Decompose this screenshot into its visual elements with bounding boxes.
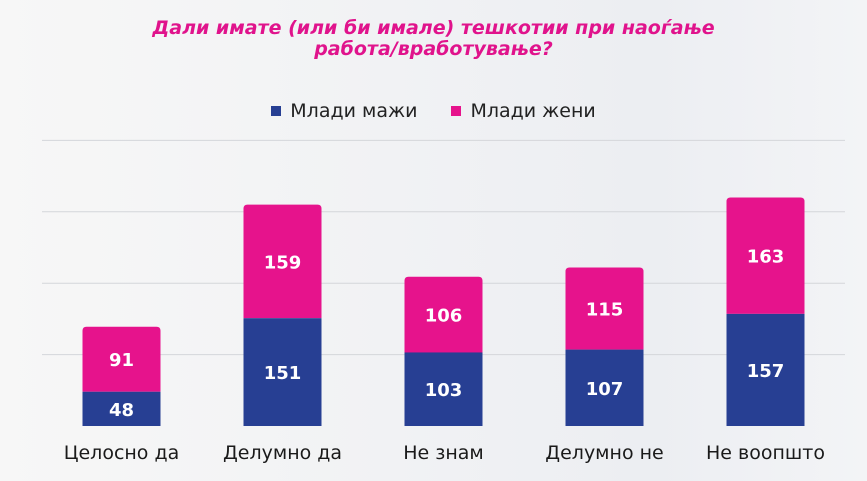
legend-item-women: Млади жени xyxy=(451,100,596,122)
data-label-women: 159 xyxy=(264,252,302,273)
data-label-women: 163 xyxy=(747,247,785,268)
bar-women xyxy=(565,267,644,350)
data-label-women: 91 xyxy=(109,350,134,371)
category-label: Целосно да xyxy=(64,442,180,464)
chart-title-line-2: работа/вработување? xyxy=(314,38,553,60)
category-label: Делумно да xyxy=(223,442,342,464)
bar-women xyxy=(243,204,322,319)
chart-legend: Млади мажи Млади жени xyxy=(0,100,867,122)
chart-title-line-1: Дали имате (или би имале) тешкотии при н… xyxy=(152,17,715,39)
data-label-women: 115 xyxy=(586,300,624,321)
bar-women xyxy=(726,197,805,314)
category-label: Не воопшто xyxy=(706,442,825,464)
category-label: Делумно не xyxy=(545,442,663,464)
legend-label-women: Млади жени xyxy=(470,100,596,122)
data-label-men: 151 xyxy=(264,363,302,384)
bar-men xyxy=(82,391,161,426)
category-label: Не знам xyxy=(403,442,484,464)
data-label-men: 48 xyxy=(109,400,134,421)
bar-women xyxy=(82,326,161,392)
bar-men xyxy=(243,318,322,426)
data-label-men: 157 xyxy=(747,361,785,382)
legend-swatch-women xyxy=(451,106,462,116)
legend-item-men: Млади мажи xyxy=(271,100,417,122)
bar-men xyxy=(726,313,805,426)
bar-men xyxy=(404,352,483,426)
bar-men xyxy=(565,349,644,426)
data-label-men: 107 xyxy=(586,379,624,400)
legend-swatch-men xyxy=(271,106,282,116)
data-label-women: 106 xyxy=(425,306,463,327)
chart-title: Дали имате (или би имале) тешкотии при н… xyxy=(0,18,867,60)
data-label-men: 103 xyxy=(425,380,463,401)
legend-label-men: Млади мажи xyxy=(290,100,418,122)
bar-women xyxy=(404,276,483,353)
